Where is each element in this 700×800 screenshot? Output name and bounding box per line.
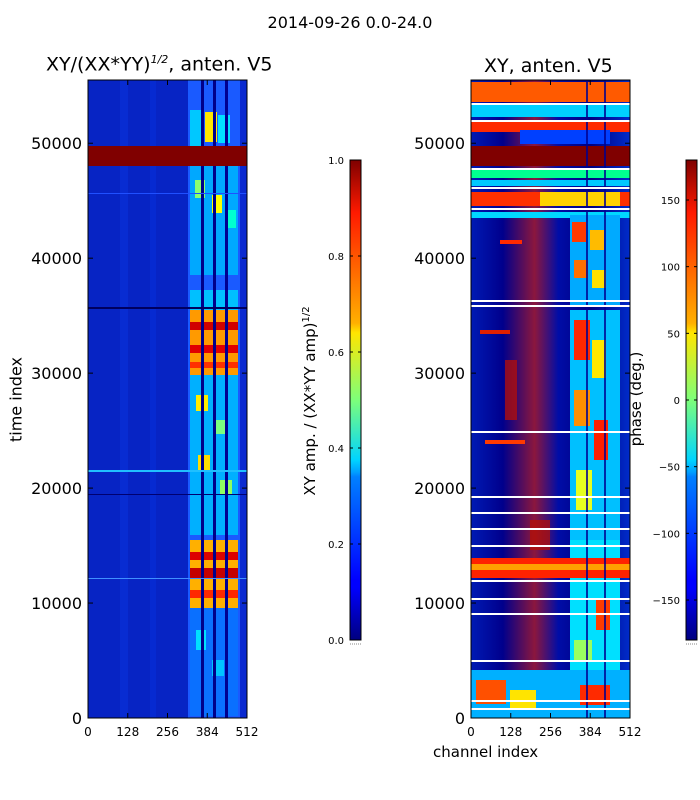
left-ytick-label: 30000 — [31, 364, 82, 383]
left-axis-ticks: 0 10000 20000 30000 40000 50000 0 128 256 384 512 — [31, 80, 258, 739]
right-ytick-label: 0 — [455, 709, 465, 728]
colorbar1-tick-label: 0.6 — [328, 348, 344, 359]
colorbar2-tick-label: 50 — [667, 329, 680, 340]
figure-suptitle: 2014-09-26 0.0-24.0 — [267, 13, 433, 32]
left-title-rest: , anten. V5 — [168, 53, 273, 76]
left-ytick-label: 0 — [72, 709, 82, 728]
colorbar2-ticks: −150 −100 −50 0 50 100 150 — [653, 196, 697, 607]
right-xtick-label: 0 — [467, 725, 475, 739]
right-ytick-label: 20000 — [414, 479, 465, 498]
left-xtick-label: 384 — [196, 725, 219, 739]
colorbar2-tick-label: −150 — [653, 596, 680, 607]
right-xtick-label: 128 — [499, 725, 522, 739]
left-ytick-label: 20000 — [31, 479, 82, 498]
right-ytick-label: 10000 — [414, 594, 465, 613]
left-xtick-label: 128 — [116, 725, 139, 739]
right-ytick-label: 40000 — [414, 249, 465, 268]
right-xtick-label: 512 — [619, 725, 642, 739]
left-title-superscript: 1/2 — [150, 53, 169, 66]
left-ytick-label: 10000 — [31, 594, 82, 613]
left-title-main: XY/(XX*YY) — [46, 53, 151, 76]
colorbar1-tick-label: 0.4 — [328, 444, 344, 455]
colorbar2-tick-label: 0 — [674, 396, 680, 407]
left-xtick-label: 512 — [236, 725, 259, 739]
right-xlabel: channel index — [433, 743, 539, 761]
right-plot-title: XY, anten. V5 — [484, 55, 613, 77]
left-heatmap — [88, 80, 247, 718]
left-plot-title: XY/(XX*YY)1/2, anten. V5 — [46, 53, 272, 75]
right-axis-ticks: 0 10000 20000 30000 40000 50000 0 128 256 384 512 — [414, 80, 641, 739]
right-xtick-label: 384 — [579, 725, 602, 739]
left-xtick-label: 0 — [84, 725, 92, 739]
colorbar2-tick-label: 100 — [661, 263, 680, 274]
colorbar2-tick-label: −50 — [659, 463, 680, 474]
colorbar2-tick-label: −100 — [653, 529, 680, 540]
colorbar1-ticks: 0.0 0.2 0.4 0.6 0.8 1.0 — [328, 156, 361, 647]
colorbar1-tick-label: 1.0 — [328, 156, 344, 167]
right-xtick-label: 256 — [539, 725, 562, 739]
colorbar1-tick-label: 0.0 — [328, 636, 344, 647]
colorbar1-tick-label: 0.8 — [328, 252, 344, 263]
left-ytick-label: 50000 — [31, 134, 82, 153]
colorbar2-tick-label: 150 — [661, 196, 680, 207]
right-heatmap — [471, 80, 630, 718]
left-xtick-label: 256 — [156, 725, 179, 739]
left-ytick-label: 40000 — [31, 249, 82, 268]
right-ytick-label: 50000 — [414, 134, 465, 153]
right-ytick-label: 30000 — [414, 364, 465, 383]
colorbar1-tick-label: 0.2 — [328, 540, 344, 551]
colorbar1 — [349, 159, 362, 641]
